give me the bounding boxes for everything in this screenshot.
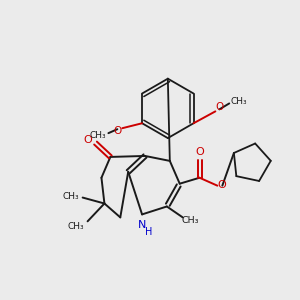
Text: O: O — [195, 147, 204, 157]
Text: O: O — [217, 180, 226, 190]
Text: O: O — [83, 135, 92, 145]
Text: CH₃: CH₃ — [89, 130, 106, 140]
Text: CH₃: CH₃ — [182, 216, 200, 225]
Text: O: O — [215, 102, 224, 112]
Text: CH₃: CH₃ — [231, 97, 248, 106]
Text: H: H — [145, 227, 153, 237]
Text: O: O — [113, 126, 122, 136]
Text: CH₃: CH₃ — [68, 222, 84, 231]
Text: N: N — [138, 220, 146, 230]
Text: CH₃: CH₃ — [62, 192, 79, 201]
